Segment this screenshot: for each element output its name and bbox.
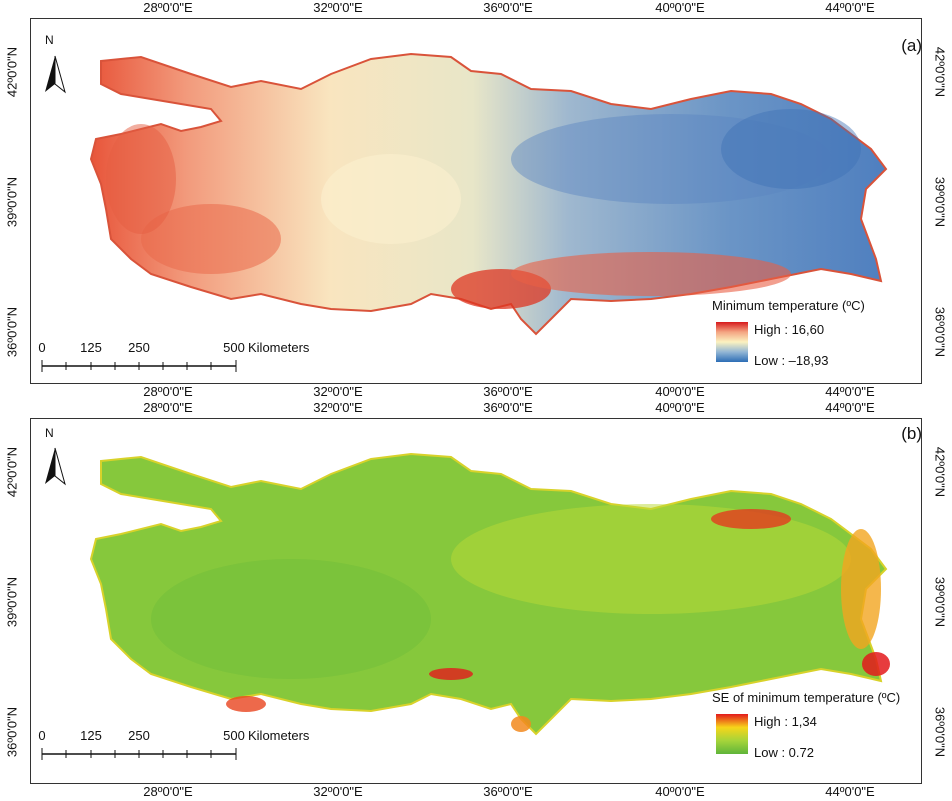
- scale-tick-label: 125: [80, 340, 102, 355]
- north-arrow-icon: [45, 447, 66, 486]
- lon-label-top: 36º0'0"E: [483, 400, 533, 415]
- lon-label-top: 32º0'0"E: [313, 0, 363, 15]
- legend-title: SE of minimum temperature (ºC): [712, 690, 901, 705]
- lon-label-top: 28º0'0"E: [143, 0, 193, 15]
- lon-label-bottom: 36º0'0"E: [483, 784, 533, 799]
- lon-label-bottom: 40º0'0"E: [655, 784, 705, 799]
- legend-low: Low : –18,93: [754, 353, 829, 368]
- lat-label-left: 36º0'0"N: [4, 306, 20, 358]
- lat-label-left: 42º0'0"N: [4, 46, 20, 98]
- lat-label-left: 42º0'0"N: [4, 446, 20, 498]
- lon-label-bottom: 44º0'0"E: [825, 784, 875, 799]
- scale-units: Kilometers: [248, 728, 310, 743]
- lon-label-top: 44º0'0"E: [825, 400, 875, 415]
- north-label: N: [45, 33, 54, 47]
- scale-tick-label: 0: [38, 340, 46, 355]
- legend-b: SE of minimum temperature (ºC) High : 1,…: [712, 690, 912, 770]
- lon-label-bottom: 28º0'0"E: [143, 784, 193, 799]
- legend-color-ramp: [716, 714, 748, 754]
- lon-label-bottom: 32º0'0"E: [313, 384, 363, 399]
- north-label: N: [45, 426, 54, 440]
- scale-bar: 0 125 250 500 Kilometers: [38, 340, 338, 372]
- lon-label-top: 36º0'0"E: [483, 0, 533, 15]
- scale-tick-label: 0: [38, 728, 46, 743]
- lat-label-left: 39º0'0"N: [4, 576, 20, 628]
- lon-label-top: 28º0'0"E: [143, 400, 193, 415]
- lat-label-right: 42º0'0"N: [932, 446, 948, 498]
- lat-label-right: 36º0'0"N: [932, 306, 948, 358]
- legend-low: Low : 0.72: [754, 745, 814, 760]
- lon-label-bottom: 36º0'0"E: [483, 384, 533, 399]
- panel-label-a: (a): [901, 36, 922, 55]
- lon-label-bottom: 44º0'0"E: [825, 384, 875, 399]
- scale-tick-label: 500: [223, 728, 245, 743]
- legend-title: Minimum temperature (ºC): [712, 298, 865, 313]
- scale-bar-graphic: [41, 748, 237, 760]
- north-arrow-icon: [45, 55, 66, 94]
- legend-high: High : 1,34: [754, 714, 817, 729]
- lat-label-left: 36º0'0"N: [4, 706, 20, 758]
- legend-color-ramp: [716, 322, 748, 362]
- scale-bar-graphic: [41, 360, 237, 372]
- map-panel-a: 28º0'0"E 32º0'0"E 36º0'0"E 40º0'0"E 44º0…: [0, 0, 952, 400]
- lon-label-top: 40º0'0"E: [655, 0, 705, 15]
- lat-label-right: 42º0'0"N: [932, 46, 948, 98]
- scale-bar: 0 125 250 500 Kilometers: [38, 728, 338, 760]
- legend-a: Minimum temperature (ºC) High : 16,60 Lo…: [712, 298, 912, 378]
- lat-label-left: 39º0'0"N: [4, 176, 20, 228]
- lon-label-bottom: 32º0'0"E: [313, 784, 363, 799]
- turkey-se-min-temp-map: [89, 452, 890, 736]
- lon-label-bottom: 40º0'0"E: [655, 384, 705, 399]
- lat-label-right: 36º0'0"N: [932, 706, 948, 758]
- map-panel-b: 28º0'0"E 32º0'0"E 36º0'0"E 40º0'0"E 44º0…: [0, 400, 952, 800]
- scale-tick-label: 125: [80, 728, 102, 743]
- lon-label-top: 44º0'0"E: [825, 0, 875, 15]
- lon-label-top: 32º0'0"E: [313, 400, 363, 415]
- panel-label-b: (b): [901, 424, 922, 443]
- scale-tick-label: 250: [128, 728, 150, 743]
- map-frame-b: [30, 418, 922, 784]
- map-frame-a: [30, 18, 922, 384]
- scale-tick-label: 250: [128, 340, 150, 355]
- lon-label-top: 40º0'0"E: [655, 400, 705, 415]
- turkey-min-temp-map: [89, 52, 888, 336]
- legend-high: High : 16,60: [754, 322, 825, 337]
- lon-label-bottom: 28º0'0"E: [143, 384, 193, 399]
- lat-label-right: 39º0'0"N: [932, 176, 948, 228]
- scale-units: Kilometers: [248, 340, 310, 355]
- lat-label-right: 39º0'0"N: [932, 576, 948, 628]
- scale-tick-label: 500: [223, 340, 245, 355]
